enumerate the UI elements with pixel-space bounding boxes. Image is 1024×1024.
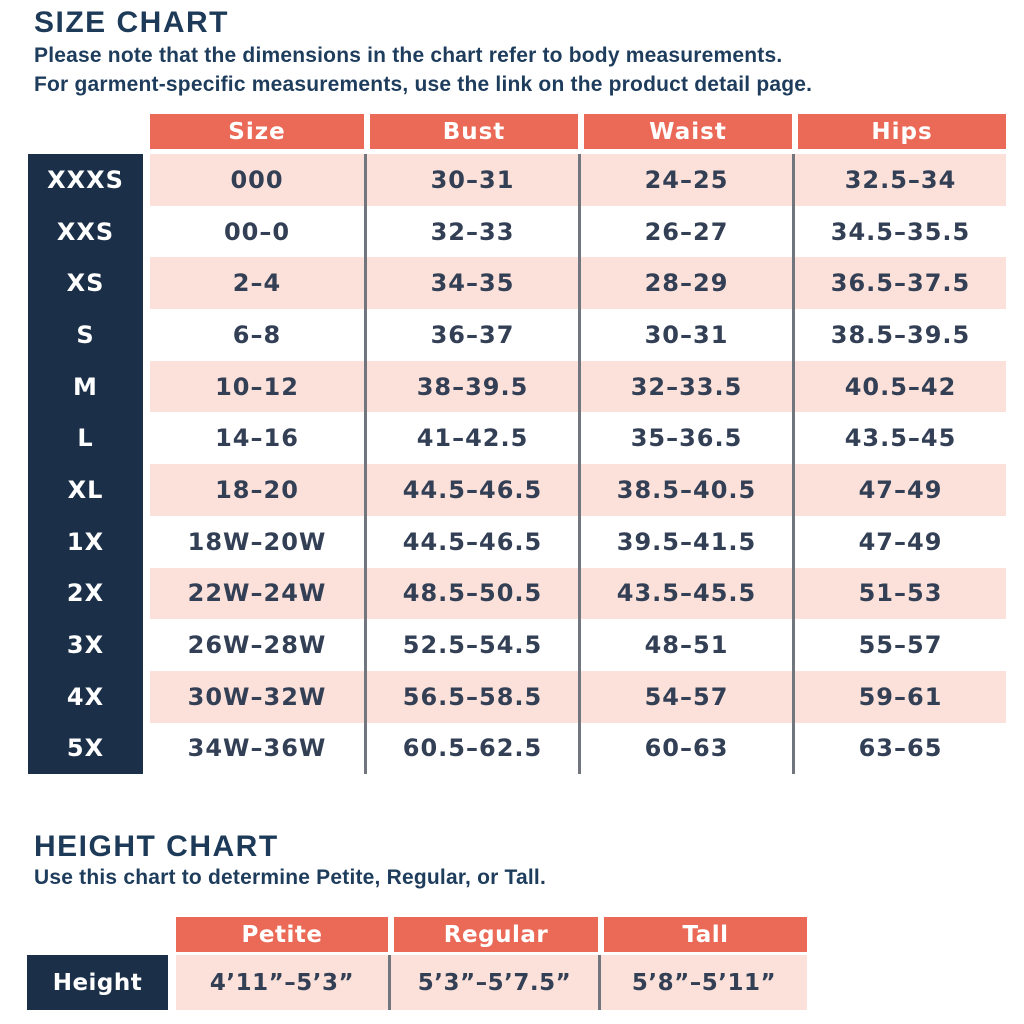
size-table-cell: 59–61	[792, 670, 1006, 723]
size-table-row: XXS 00–0 32–33 26–27 34.5–35.5	[28, 205, 1006, 258]
size-table-cell: 60.5–62.5	[364, 722, 578, 775]
size-table-row: 3X 26W–28W 52.5–54.5 48–51 55–57	[28, 619, 1006, 671]
height-cell-petite: 4’11”–5’3”	[176, 955, 388, 1010]
size-row-label: 3X	[28, 619, 150, 671]
size-table-cell: 48–51	[578, 619, 792, 671]
size-row-label: XXXS	[28, 154, 150, 206]
size-row-label: 5X	[28, 722, 150, 775]
size-table-cell: 44.5–46.5	[364, 464, 578, 516]
size-chart-note: Please note that the dimensions in the c…	[34, 42, 812, 99]
height-chart-note: Use this chart to determine Petite, Regu…	[34, 866, 547, 889]
size-table-cell: 000	[150, 154, 364, 206]
size-table-cell: 6–8	[150, 309, 364, 361]
size-row-label: XXS	[28, 205, 150, 258]
size-row-label: 2X	[28, 567, 150, 620]
size-table-cell: 35–36.5	[578, 412, 792, 465]
size-table-cell: 14–16	[150, 412, 364, 465]
size-table-cell: 18W–20W	[150, 515, 364, 568]
height-table-body: Height 4’11”–5’3” 5’3”–5’7.5” 5’8”–5’11”	[27, 955, 807, 1010]
size-table-row: XXXS 000 30–31 24–25 32.5–34	[28, 154, 1006, 206]
size-row-label: L	[28, 412, 150, 465]
height-cell-regular: 5’3”–5’7.5”	[388, 955, 598, 1010]
waist-column-header: Waist	[578, 114, 792, 154]
size-table-cell: 56.5–58.5	[364, 670, 578, 723]
height-chart-table: Petite Regular Tall Height 4’11”–5’3” 5’…	[27, 917, 807, 1010]
size-table-cell: 30W–32W	[150, 670, 364, 723]
size-table-cell: 30–31	[578, 309, 792, 361]
size-table-row: 4X 30W–32W 56.5–58.5 54–57 59–61	[28, 670, 1006, 723]
bust-column-header: Bust	[364, 114, 578, 154]
size-table-cell: 63–65	[792, 722, 1006, 775]
regular-column-header: Regular	[388, 917, 598, 955]
size-chart-title: SIZE CHART	[34, 6, 229, 39]
height-chart-title: HEIGHT CHART	[34, 830, 279, 863]
size-table-cell: 2–4	[150, 257, 364, 310]
size-table-cell: 54–57	[578, 670, 792, 723]
size-table-cell: 36–37	[364, 309, 578, 361]
size-table-cell: 30–31	[364, 154, 578, 206]
size-table-cell: 32–33	[364, 205, 578, 258]
size-row-label: XL	[28, 464, 150, 516]
size-table-row: S 6–8 36–37 30–31 38.5–39.5	[28, 309, 1006, 361]
size-table-cell: 24–25	[578, 154, 792, 206]
size-table-cell: 47–49	[792, 515, 1006, 568]
size-table-row: 1X 18W–20W 44.5–46.5 39.5–41.5 47–49	[28, 515, 1006, 568]
size-table-cell: 26–27	[578, 205, 792, 258]
height-cell-tall: 5’8”–5’11”	[598, 955, 807, 1010]
size-table-cell: 00–0	[150, 205, 364, 258]
size-table-cell: 60–63	[578, 722, 792, 775]
size-row-label: 4X	[28, 670, 150, 723]
size-table-cell: 41–42.5	[364, 412, 578, 465]
hips-column-header: Hips	[792, 114, 1006, 154]
size-table-cell: 32–33.5	[578, 360, 792, 413]
height-table-corner-cell	[27, 917, 176, 955]
size-table-cell: 47–49	[792, 464, 1006, 516]
size-row-label: XS	[28, 257, 150, 310]
size-table-cell: 18–20	[150, 464, 364, 516]
size-table-cell: 34W–36W	[150, 722, 364, 775]
size-table-cell: 34–35	[364, 257, 578, 310]
size-table-row: L 14–16 41–42.5 35–36.5 43.5–45	[28, 412, 1006, 465]
size-table-cell: 44.5–46.5	[364, 515, 578, 568]
size-table-cell: 26W–28W	[150, 619, 364, 671]
size-table-row: XS 2–4 34–35 28–29 36.5–37.5	[28, 257, 1006, 310]
size-table-cell: 38.5–40.5	[578, 464, 792, 516]
size-table-cell: 52.5–54.5	[364, 619, 578, 671]
size-table-cell: 36.5–37.5	[792, 257, 1006, 310]
size-chart-table: Size Bust Waist Hips XXXS 000 30–31 24–25 32…	[28, 114, 1006, 775]
height-table-row: Height 4’11”–5’3” 5’3”–5’7.5” 5’8”–5’11”	[27, 955, 807, 1010]
size-table-cell: 38–39.5	[364, 360, 578, 413]
size-table-cell: 34.5–35.5	[792, 205, 1006, 258]
tall-column-header: Tall	[598, 917, 807, 955]
size-table-cell: 28–29	[578, 257, 792, 310]
size-table-cell: 22W–24W	[150, 567, 364, 620]
size-table-row: XL 18–20 44.5–46.5 38.5–40.5 47–49	[28, 464, 1006, 516]
size-table-cell: 43.5–45.5	[578, 567, 792, 620]
size-chart-note-line-1: Please note that the dimensions in the c…	[34, 44, 783, 67]
size-table-row: 2X 22W–24W 48.5–50.5 43.5–45.5 51–53	[28, 567, 1006, 620]
size-table-header-row: Size Bust Waist Hips	[28, 114, 1006, 154]
size-table-cell: 40.5–42	[792, 360, 1006, 413]
size-table-cell: 10–12	[150, 360, 364, 413]
size-table-cell: 55–57	[792, 619, 1006, 671]
size-row-label: 1X	[28, 515, 150, 568]
height-row-label: Height	[27, 955, 176, 1010]
size-column-header: Size	[150, 114, 364, 154]
size-table-body: XXXS 000 30–31 24–25 32.5–34 XXS 00–0 32–33 26–2…	[28, 154, 1006, 775]
size-table-corner-cell	[28, 114, 150, 154]
size-table-row: 5X 34W–36W 60.5–62.5 60–63 63–65	[28, 722, 1006, 775]
size-table-cell: 51–53	[792, 567, 1006, 620]
size-table-cell: 32.5–34	[792, 154, 1006, 206]
size-table-row: M 10–12 38–39.5 32–33.5 40.5–42	[28, 360, 1006, 413]
size-table-cell: 38.5–39.5	[792, 309, 1006, 361]
size-table-cell: 48.5–50.5	[364, 567, 578, 620]
size-table-cell: 43.5–45	[792, 412, 1006, 465]
size-row-label: M	[28, 360, 150, 413]
height-table-header-row: Petite Regular Tall	[27, 917, 807, 955]
size-chart-note-line-2: For garment-specific measurements, use t…	[34, 72, 813, 96]
size-row-label: S	[28, 309, 150, 361]
petite-column-header: Petite	[176, 917, 388, 955]
size-table-cell: 39.5–41.5	[578, 515, 792, 568]
